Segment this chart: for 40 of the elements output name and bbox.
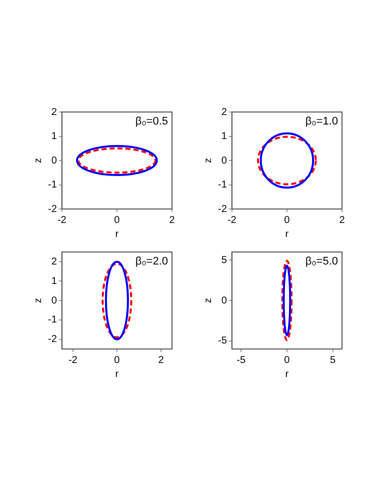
y-tick-label: 2	[51, 256, 58, 268]
y-axis-title: z	[32, 158, 44, 163]
x-axis-title: r	[115, 228, 120, 240]
annotation: β₀=5.0	[305, 256, 338, 268]
annotation: β₀=1.0	[305, 116, 338, 128]
y-tick-label: 0	[51, 295, 58, 306]
x-tick-label: 0	[284, 214, 290, 226]
x-axis-title: r	[115, 368, 120, 380]
y-tick-label: -2	[218, 204, 228, 215]
y-tick-label: 0	[221, 295, 228, 306]
y-tick-label: 0	[221, 155, 228, 166]
annotation: β₀=0.5	[135, 116, 168, 128]
x-tick-label: 2	[339, 214, 346, 226]
x-tick-label: 5	[330, 354, 336, 366]
x-tick-label: 0	[114, 214, 120, 226]
x-tick-label: 2	[169, 214, 176, 226]
x-tick-label: 2	[158, 354, 164, 366]
y-tick-label: 1	[221, 131, 228, 142]
x-tick-label: -5	[236, 354, 246, 366]
x-axis-title: r	[285, 368, 290, 380]
y-tick-label: -1	[48, 180, 58, 190]
annotation: β₀=2.0	[135, 256, 168, 268]
y-tick-label: 5	[221, 254, 228, 266]
y-tick-label: -2	[48, 334, 58, 346]
x-tick-label: -2	[68, 354, 78, 366]
y-tick-label: -1	[48, 314, 58, 326]
x-tick-label: 0	[284, 354, 290, 366]
x-axis-title: r	[285, 228, 290, 240]
y-tick-label: 2	[51, 106, 58, 118]
y-tick-label: -5	[218, 336, 228, 347]
y-tick-label: -1	[218, 180, 228, 190]
y-tick-label: -2	[48, 204, 58, 215]
y-axis-title: z	[202, 298, 214, 303]
y-tick-label: 1	[51, 276, 58, 287]
x-tick-label: 0	[114, 354, 120, 366]
y-tick-label: 2	[221, 106, 228, 118]
y-axis-title: z	[32, 298, 44, 303]
y-tick-label: 0	[51, 155, 58, 166]
y-axis-title: z	[202, 158, 214, 163]
y-tick-label: 1	[51, 131, 58, 142]
